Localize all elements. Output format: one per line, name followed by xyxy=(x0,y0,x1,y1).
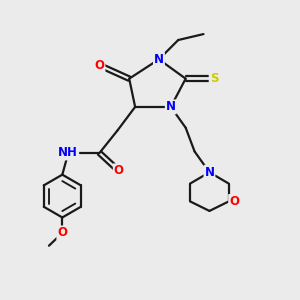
Text: O: O xyxy=(94,59,104,72)
Text: O: O xyxy=(229,195,239,208)
Text: S: S xyxy=(210,72,218,85)
Text: N: N xyxy=(154,53,164,66)
Text: NH: NH xyxy=(58,146,78,160)
Text: N: N xyxy=(166,100,176,113)
Text: O: O xyxy=(57,226,67,239)
Text: O: O xyxy=(114,164,124,177)
Text: N: N xyxy=(204,166,214,179)
